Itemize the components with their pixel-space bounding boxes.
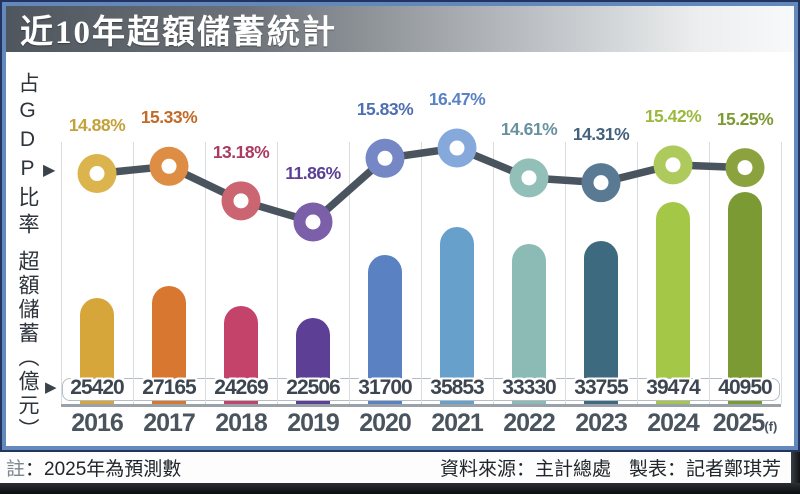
gridline [709, 142, 710, 404]
axis-label-excess-savings: 超額儲蓄（億元） [16, 250, 39, 442]
line-marker-hole [305, 214, 321, 230]
bar-value-2017: 27165 [142, 376, 196, 399]
chart-card: 近10年超額儲蓄統計 占GDP比率 超額儲蓄（億元） ▶ ▶ 25420 14.8… [6, 6, 794, 442]
footnote: 註：2025年為預測數 [6, 454, 181, 481]
x-axis-label-2020: 2020 [359, 409, 412, 437]
x-axis-label-2021: 2021 [431, 409, 484, 437]
pct-label-2025: 15.25% [716, 108, 774, 129]
x-axis-label-2023: 2023 [575, 409, 628, 437]
line-marker-hole [89, 166, 105, 182]
gdp-ratio-line [93, 144, 749, 226]
pct-label-2021: 16.47% [428, 89, 486, 109]
plot-area: 25420 14.88% 27165 15.33% 24269 13.18% 22506 11… [61, 54, 782, 407]
bar-2024 [656, 202, 690, 404]
pct-label-2020: 15.83% [356, 99, 414, 120]
pct-label-2018: 13.18% [212, 141, 270, 162]
gridline [61, 142, 62, 404]
pct-label-2023: 14.31% [572, 123, 630, 144]
footer-credits: 資料來源：主計總處 製表：記者鄭琪芳 [440, 454, 781, 481]
gridline [493, 142, 494, 404]
pct-label-2017: 15.33% [140, 107, 198, 128]
data-source: 資料來源：主計總處 [439, 459, 611, 480]
gdp-ratio-line-chart [77, 128, 765, 242]
bar-2025 [728, 192, 762, 404]
bar-value-2023: 33755 [574, 376, 628, 399]
x-axis-label-2024: 2024 [647, 409, 700, 437]
gridline [781, 142, 782, 404]
title-bar: 近10年超額儲蓄統計 [6, 6, 794, 52]
x-axis-label-2019: 2019 [287, 409, 340, 437]
gridline [421, 142, 422, 404]
bar-2022 [512, 244, 546, 404]
line-marker-hole [521, 170, 537, 186]
line-marker-hole [377, 150, 393, 166]
chart-title: 近10年超額儲蓄統計 [20, 15, 337, 51]
gridline [565, 142, 566, 404]
table-credit: 製表：記者鄭琪芳 [628, 459, 781, 480]
forecast-suffix: (f) [764, 419, 778, 434]
bar-value-2019: 22506 [286, 376, 340, 399]
line-marker-hole [161, 158, 177, 174]
line-marker-hole [449, 140, 465, 156]
x-axis-label-2016: 2016 [71, 409, 124, 437]
right-shadow [791, 452, 800, 483]
gridline [205, 142, 206, 404]
footer: 註：2025年為預測數 資料來源：主計總處 製表：記者鄭琪芳 [0, 452, 791, 483]
bar-value-2024: 39474 [646, 376, 700, 399]
bar-2023 [584, 241, 618, 404]
gridline [133, 142, 134, 404]
x-axis-label-2022: 2022 [503, 409, 556, 437]
bar-value-2016: 25420 [70, 376, 124, 399]
bar-2021 [440, 227, 474, 404]
gridline [277, 142, 278, 404]
line-marker-hole [593, 175, 609, 191]
x-axis-label-2018: 2018 [215, 409, 268, 437]
line-marker-hole [737, 160, 753, 176]
bar-value-2018: 24269 [214, 376, 268, 399]
footnote-text: ：2025年為預測數 [25, 459, 182, 480]
line-marker-hole [665, 157, 681, 173]
axis-label-gdp-ratio: 占GDP比率 [16, 72, 39, 240]
footnote-prefix: 註 [6, 459, 26, 480]
bar-axis-arrow-icon: ▶ [45, 379, 57, 396]
bottom-shadow [0, 483, 800, 494]
x-axis: 2016 2017 2018 2019 2020 2021 2022 2023 2024 2025… [61, 408, 781, 438]
bar-value-2025: 40950 [718, 376, 772, 399]
bar-value-2020: 31700 [358, 376, 412, 399]
gridline [349, 142, 350, 404]
pct-label-2024: 15.42% [644, 105, 702, 126]
bar-value-2022: 33330 [502, 376, 556, 399]
pct-label-2022: 14.61% [500, 118, 558, 139]
x-axis-label-2025: 2025(f) [712, 409, 778, 437]
x-axis-label-2017: 2017 [143, 409, 196, 437]
pct-label-2016: 14.88% [68, 114, 126, 135]
line-axis-arrow-icon: ▶ [43, 162, 56, 179]
line-marker-hole [233, 193, 249, 209]
pct-label-2019: 11.86% [285, 163, 341, 183]
gridline [637, 142, 638, 404]
bar-value-2021: 35853 [430, 376, 484, 399]
